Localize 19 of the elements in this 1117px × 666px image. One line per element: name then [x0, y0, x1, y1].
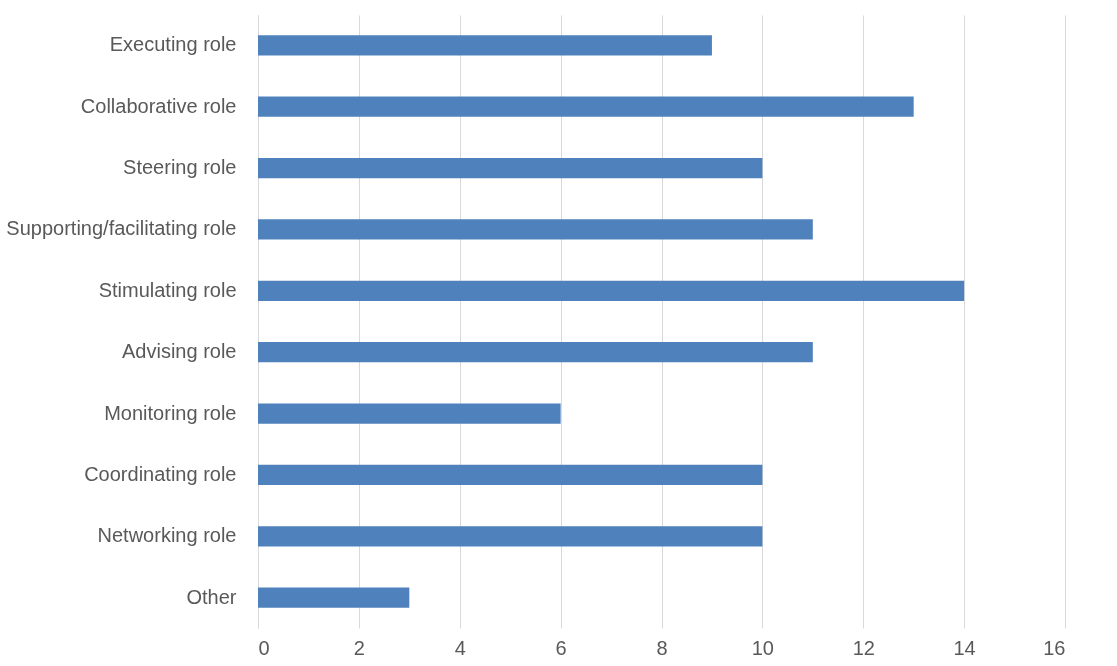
y-tick-label: Monitoring role: [104, 401, 237, 424]
x-tick-label: 10: [751, 636, 774, 659]
y-tick-label: Other: [186, 585, 237, 608]
y-tick-label: Coordinating role: [84, 462, 237, 485]
x-tick-label: 16: [1043, 636, 1066, 659]
y-tick-label: Supporting/facilitating role: [6, 217, 237, 240]
x-tick-label: 0: [258, 636, 270, 659]
y-tick-label: Networking role: [97, 524, 237, 547]
x-tick-label: 12: [852, 636, 875, 659]
x-tick-label: 4: [454, 636, 466, 659]
y-tick-label: Executing role: [109, 33, 237, 56]
y-tick-label: Stimulating role: [98, 278, 237, 301]
y-tick-label: Steering role: [123, 156, 237, 179]
x-tick-label: 8: [656, 636, 668, 659]
x-tick-label: 14: [953, 636, 976, 659]
x-tick-label: 2: [353, 636, 365, 659]
y-tick-label: Collaborative role: [80, 94, 237, 117]
y-tick-label: Advising role: [121, 340, 237, 363]
x-tick-label: 6: [555, 636, 567, 659]
